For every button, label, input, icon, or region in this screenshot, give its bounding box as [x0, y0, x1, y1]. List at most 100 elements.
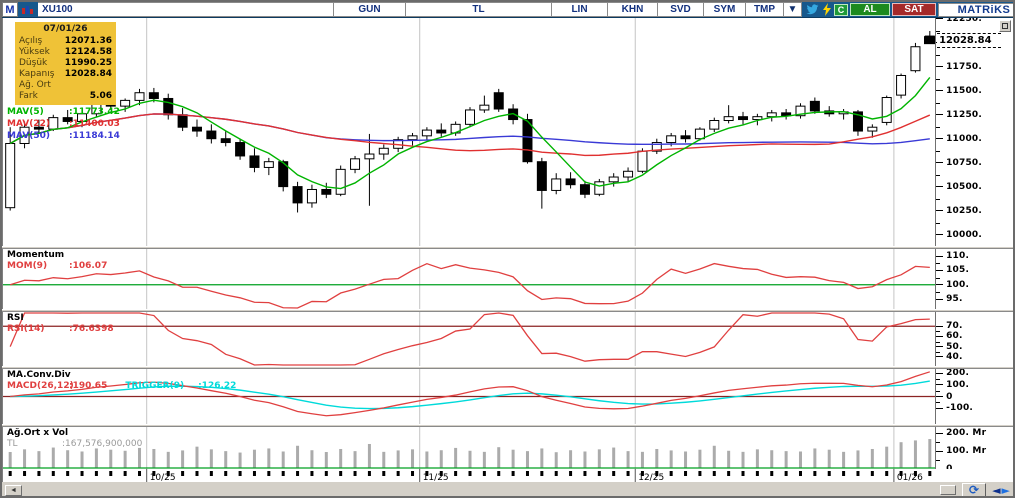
axis-tick: 0: [936, 464, 952, 469]
ohlc-info-box: 07/01/26 Açılış 12071.36 Yüksek 12124.58 D…: [15, 22, 116, 105]
currency-button-tl[interactable]: TL: [406, 2, 552, 17]
axis-tick: 11750.: [936, 62, 982, 72]
info-row: Ağ. Ort: [19, 80, 51, 90]
info-row: Kapanış 12028.84: [19, 69, 112, 79]
axis-minor-tick: [936, 198, 941, 200]
axis-tick: 105.: [936, 265, 969, 275]
rsi-row: RSI RSI(14):76.6398 70. 60. 50. 40.: [2, 312, 1013, 366]
period-button-gun[interactable]: GUN: [334, 2, 406, 17]
price-axis: 12250.12000.11750.11500.11250.11000.1075…: [936, 18, 1013, 246]
matriks-brand-logo: MATRiKS: [938, 2, 1013, 17]
axis-tick: 12250.: [936, 18, 982, 24]
scrollbar-thumb[interactable]: [940, 485, 957, 495]
axis-tick: 100.: [936, 280, 969, 290]
mav5-legend: MAV(5):11773.42: [7, 107, 120, 117]
scroll-left-button[interactable]: ◄: [5, 484, 22, 496]
button-svd[interactable]: SVD: [658, 2, 704, 17]
chart-icon[interactable]: [18, 2, 38, 17]
svg-text:11/25: 11/25: [423, 473, 449, 482]
macd-plot[interactable]: MA.Conv.Div MACD(26,12):190.65 TRIGGER(9)…: [3, 369, 937, 424]
matriks-m-logo[interactable]: M: [2, 2, 18, 17]
macd-header: MA.Conv.Div MACD(26,12):190.65 TRIGGER(9)…: [7, 370, 237, 391]
axis-tick: 200. Mr: [936, 428, 986, 438]
axis-tick: 11500.: [936, 86, 982, 96]
volume-plot[interactable]: Ağ.Ort x Vol TL:167,576,900,000: [3, 427, 937, 469]
chevron-down-icon[interactable]: ▼: [784, 2, 802, 17]
lightning-icon[interactable]: [822, 3, 832, 16]
panel-splitter[interactable]: [2, 246, 1013, 249]
main-chart-row: 07/01/26 Açılış 12071.36 Yüksek 12124.58 D…: [2, 18, 1013, 246]
axis-minor-tick: [936, 291, 941, 293]
axis-minor-tick: [936, 126, 941, 128]
twitter-icon[interactable]: [802, 2, 822, 17]
candlestick-plot[interactable]: 07/01/26 Açılış 12071.36 Yüksek 12124.58 D…: [3, 18, 937, 246]
axis-tick: 11000.: [936, 134, 982, 144]
axis-minor-tick: [936, 150, 941, 152]
buy-button[interactable]: AL: [850, 3, 890, 16]
axis-tick: 40.: [936, 352, 963, 362]
axis-tick: 110.: [936, 251, 969, 261]
svg-text:12/25: 12/25: [638, 473, 664, 482]
rsi-plot[interactable]: RSI RSI(14):76.6398: [3, 312, 937, 366]
axis-minor-tick: [936, 390, 941, 392]
axis-tick: 10500.: [936, 182, 982, 192]
pin-icon[interactable]: [999, 20, 1011, 32]
volume-header: Ağ.Ort x Vol TL:167,576,900,000: [7, 428, 143, 449]
axis-minor-tick: [936, 331, 941, 333]
info-row: Düşük 11990.25: [19, 58, 112, 68]
axis-tick: 60.: [936, 331, 963, 341]
info-row: Açılış 12071.36: [19, 36, 112, 46]
titlebar: M XU100 GUN TL LIN KHN SVD SYM TMP ▼ C A…: [2, 2, 1013, 18]
axis-tick: 10250.: [936, 206, 982, 216]
axis-minor-tick: [936, 54, 941, 56]
volume-row: Ağ.Ort x Vol TL:167,576,900,000 200. Mr 1…: [2, 427, 1013, 469]
axis-minor-tick: [936, 277, 941, 279]
axis-minor-tick: [936, 341, 941, 343]
info-row: Fark 5.06: [19, 91, 112, 101]
momentum-header: Momentum MOM(9):106.07: [7, 250, 108, 271]
axis-tick: 200.: [936, 369, 969, 378]
axis-tick: 50.: [936, 342, 963, 352]
prev-arrow-icon[interactable]: ◄: [992, 483, 1001, 497]
axis-tick: 95.: [936, 294, 963, 304]
axis-tick: 11250.: [936, 110, 982, 120]
axis-minor-tick: [936, 460, 941, 462]
sell-button[interactable]: SAT: [892, 3, 936, 16]
axis-tick: 100. Mr: [936, 446, 986, 456]
time-axis[interactable]: 10/25 11/25 12/25 01/26: [2, 469, 1013, 482]
button-tmp[interactable]: TMP: [746, 2, 784, 17]
axis-tick: 0: [936, 392, 952, 402]
button-sym[interactable]: SYM: [704, 2, 746, 17]
momentum-plot[interactable]: Momentum MOM(9):106.07: [3, 249, 937, 309]
axis-minor-tick: [936, 102, 941, 104]
axis-minor-tick: [936, 174, 941, 176]
symbol-field[interactable]: XU100: [38, 2, 334, 17]
axis-minor-tick: [936, 78, 941, 80]
info-row: Yüksek 12124.58: [19, 47, 112, 57]
axis-tick: 10750.: [936, 158, 982, 168]
axis-minor-tick: [936, 402, 941, 404]
panel-splitter[interactable]: [2, 309, 1013, 312]
macd-row: MA.Conv.Div MACD(26,12):190.65 TRIGGER(9)…: [2, 369, 1013, 424]
mav-legend: MAV(5):11773.42 MAV(22):11400.03 MAV(50)…: [7, 106, 120, 142]
refresh-icon[interactable]: ⟳: [962, 483, 987, 496]
mav50-legend: MAV(50):11184.14: [7, 131, 120, 141]
axis-tick: -100.: [936, 403, 973, 413]
axis-minor-tick: [936, 351, 941, 353]
button-khn[interactable]: KHN: [608, 2, 658, 17]
rsi-axis: 70. 60. 50. 40.: [936, 312, 1013, 366]
panel-splitter[interactable]: [2, 424, 1013, 427]
momentum-axis: 110. 105. 100. 95.: [936, 249, 1013, 309]
last-price-label: 12028.84: [937, 33, 1002, 49]
titlebar-right: C AL SAT MATRiKS ▾ ×: [822, 2, 1013, 17]
next-arrow-icon[interactable]: ►: [1001, 483, 1010, 497]
rsi-header: RSI RSI(14):76.6398: [7, 313, 114, 334]
mav22-legend: MAV(22):11400.03: [7, 119, 120, 129]
axis-minor-tick: [936, 442, 941, 444]
bottom-scrollbar: ◄ ⟳ ◄ ►: [2, 482, 1013, 497]
titlebar-left: M XU100 GUN TL LIN KHN SVD SYM TMP ▼: [2, 2, 822, 17]
connection-indicator[interactable]: C: [834, 3, 848, 16]
panel-splitter[interactable]: [2, 366, 1013, 369]
scale-button-lin[interactable]: LIN: [552, 2, 608, 17]
